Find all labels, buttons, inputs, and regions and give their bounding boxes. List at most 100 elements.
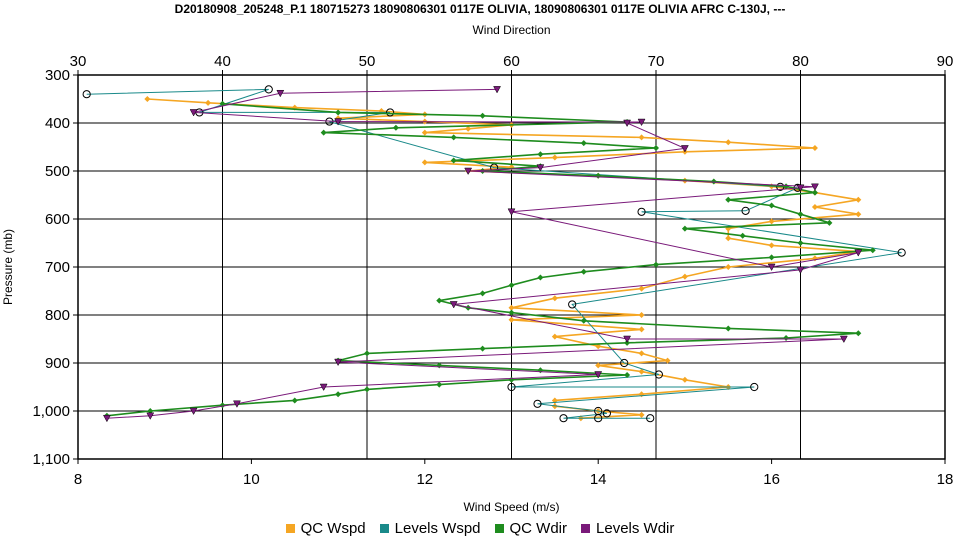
y-tick-label: 600 (45, 211, 70, 228)
data-point (537, 151, 544, 158)
data-point (320, 129, 327, 136)
data-point (291, 397, 298, 404)
data-point (624, 372, 631, 378)
data-point (638, 312, 645, 318)
x2-tick-label: 50 (359, 53, 376, 70)
data-point (811, 189, 818, 196)
data-point (638, 285, 645, 292)
data-point (436, 297, 443, 304)
data-point (854, 249, 863, 257)
data-point (897, 248, 906, 257)
data-point (479, 290, 486, 297)
x2-axis-title: Wind Direction (472, 23, 550, 37)
data-point (536, 164, 545, 172)
data-point (855, 330, 862, 337)
legend-label: QC Wdir (509, 520, 568, 537)
data-point (421, 159, 428, 166)
data-point (750, 382, 759, 392)
legend-item[interactable]: Levels Wspd (379, 520, 481, 537)
data-point (725, 139, 732, 146)
data-point (797, 240, 804, 246)
data-point (768, 202, 775, 209)
data-point (319, 383, 328, 392)
series-layer (82, 85, 906, 423)
data-point (146, 412, 155, 420)
x2-tick-label: 90 (937, 53, 954, 70)
series-line (86, 88, 902, 419)
x2-tick-label: 30 (70, 53, 87, 70)
data-point (537, 274, 544, 281)
data-point (681, 376, 688, 383)
data-point (508, 316, 515, 323)
x2-tick-label: 80 (792, 53, 809, 70)
data-point (638, 350, 645, 357)
data-point (189, 407, 198, 416)
data-point (479, 168, 486, 174)
data-point (623, 335, 632, 344)
data-point (811, 183, 819, 191)
data-point (869, 247, 876, 254)
data-point (741, 206, 750, 215)
data-point (508, 304, 515, 311)
data-point (739, 232, 746, 239)
data-point (646, 414, 655, 423)
y-tick-label: 700 (45, 259, 70, 276)
legend: QC Wspd Levels Wspd QC Wdir Levels Wdir (0, 520, 960, 537)
data-point (767, 263, 776, 272)
data-point (508, 282, 515, 289)
data-point (681, 225, 688, 232)
data-point (421, 129, 428, 136)
data-point (855, 211, 862, 218)
data-point (551, 154, 558, 161)
legend-label: Levels Wdir (596, 520, 675, 537)
data-point (620, 358, 629, 368)
series-levels-wspd (82, 85, 906, 423)
data-point (533, 399, 542, 408)
data-point (638, 326, 645, 333)
data-point (783, 335, 790, 342)
data-point (449, 301, 458, 309)
y-tick-label: 1,100 (32, 451, 70, 468)
legend-item[interactable]: QC Wspd (285, 520, 366, 537)
data-point (507, 382, 516, 392)
data-point (637, 207, 646, 216)
data-point (796, 184, 805, 192)
data-point (725, 264, 732, 270)
y-tick-label: 400 (45, 115, 70, 132)
data-point (654, 370, 663, 379)
data-point (102, 414, 111, 423)
data-point (392, 124, 399, 131)
data-point (364, 386, 370, 393)
data-point (364, 350, 370, 357)
data-point (811, 144, 818, 151)
legend-swatch (285, 524, 295, 533)
data-point (839, 335, 848, 344)
data-point (276, 89, 285, 98)
data-point (568, 300, 577, 309)
y-axis-title: Pressure (mb) (1, 229, 15, 305)
data-point (465, 304, 472, 311)
data-point (450, 134, 457, 141)
data-point (681, 273, 688, 280)
data-point (653, 261, 659, 268)
data-point (386, 108, 395, 117)
data-point (479, 345, 486, 352)
data-point (725, 325, 732, 332)
data-point (796, 266, 805, 274)
data-point (602, 409, 611, 418)
x2-tick-label: 70 (648, 53, 665, 70)
data-point (464, 167, 473, 176)
data-point (638, 368, 645, 375)
y-tick-label: 500 (45, 163, 70, 180)
data-point (264, 85, 273, 94)
y-tick-label: 900 (45, 355, 70, 372)
data-point (335, 391, 342, 398)
x-tick-label: 12 (416, 471, 433, 488)
data-point (594, 414, 603, 423)
data-point (551, 333, 558, 340)
data-point (205, 99, 212, 106)
legend-item[interactable]: Levels Wdir (581, 520, 674, 537)
x-tick-label: 10 (243, 471, 260, 488)
data-point (479, 112, 486, 119)
legend-item[interactable]: QC Wdir (494, 520, 568, 537)
